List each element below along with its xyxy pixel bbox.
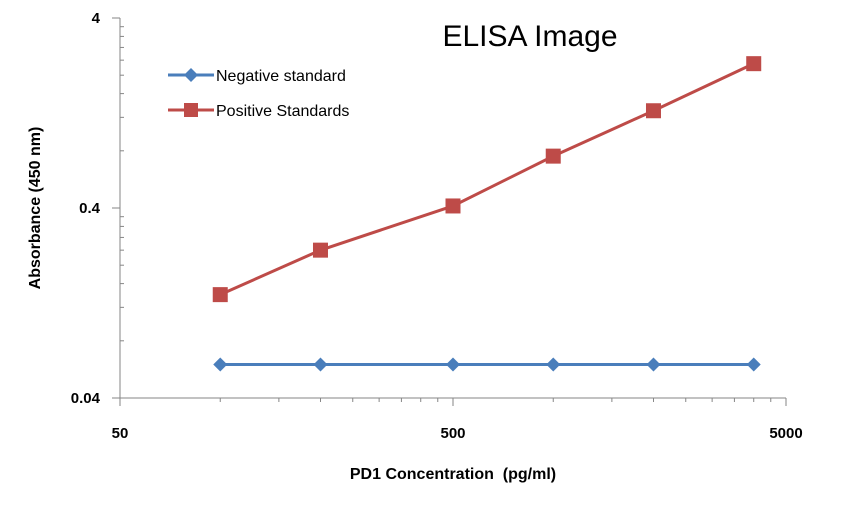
data-point-series-0-1 (313, 357, 328, 372)
legend-marker-positive-standards (184, 103, 198, 117)
x-axis-label: PD1 Concentration (pg/ml) (350, 466, 556, 483)
data-point-series-1-0 (212, 287, 228, 303)
legend-label-positive-standards: Positive Standards (216, 103, 349, 120)
legend-marker-negative-standard (184, 68, 198, 82)
data-point-series-1-5 (746, 56, 762, 72)
y-tick-label-0-04: 0.04 (71, 390, 101, 407)
data-point-series-0-4 (646, 357, 661, 372)
x-tick-label-500: 500 (440, 425, 465, 442)
y-tick-label-4: 4 (92, 10, 101, 27)
series-line-1 (219, 62, 755, 296)
data-point-series-0-2 (446, 357, 460, 372)
y-tick-label-0-4: 0.4 (79, 200, 101, 217)
x-tick-label-50: 50 (112, 425, 129, 442)
y-axis-label: Absorbance (450 nm) (27, 127, 44, 290)
legend: Negative standard Positive Standards (168, 68, 349, 120)
legend-label-negative-standard: Negative standard (216, 68, 346, 85)
data-point-series-0-0 (213, 357, 228, 372)
x-tick-label-5000: 5000 (769, 425, 802, 442)
data-point-series-1-2 (445, 198, 461, 214)
data-point-series-0-5 (746, 357, 761, 372)
data-point-series-1-1 (312, 242, 328, 258)
data-point-series-1-3 (545, 148, 561, 164)
data-point-series-0-3 (546, 357, 561, 372)
chart-title: ELISA Image (442, 20, 617, 53)
series-layer (212, 56, 762, 372)
data-point-series-1-4 (645, 103, 661, 119)
minor-ticks (112, 17, 787, 406)
